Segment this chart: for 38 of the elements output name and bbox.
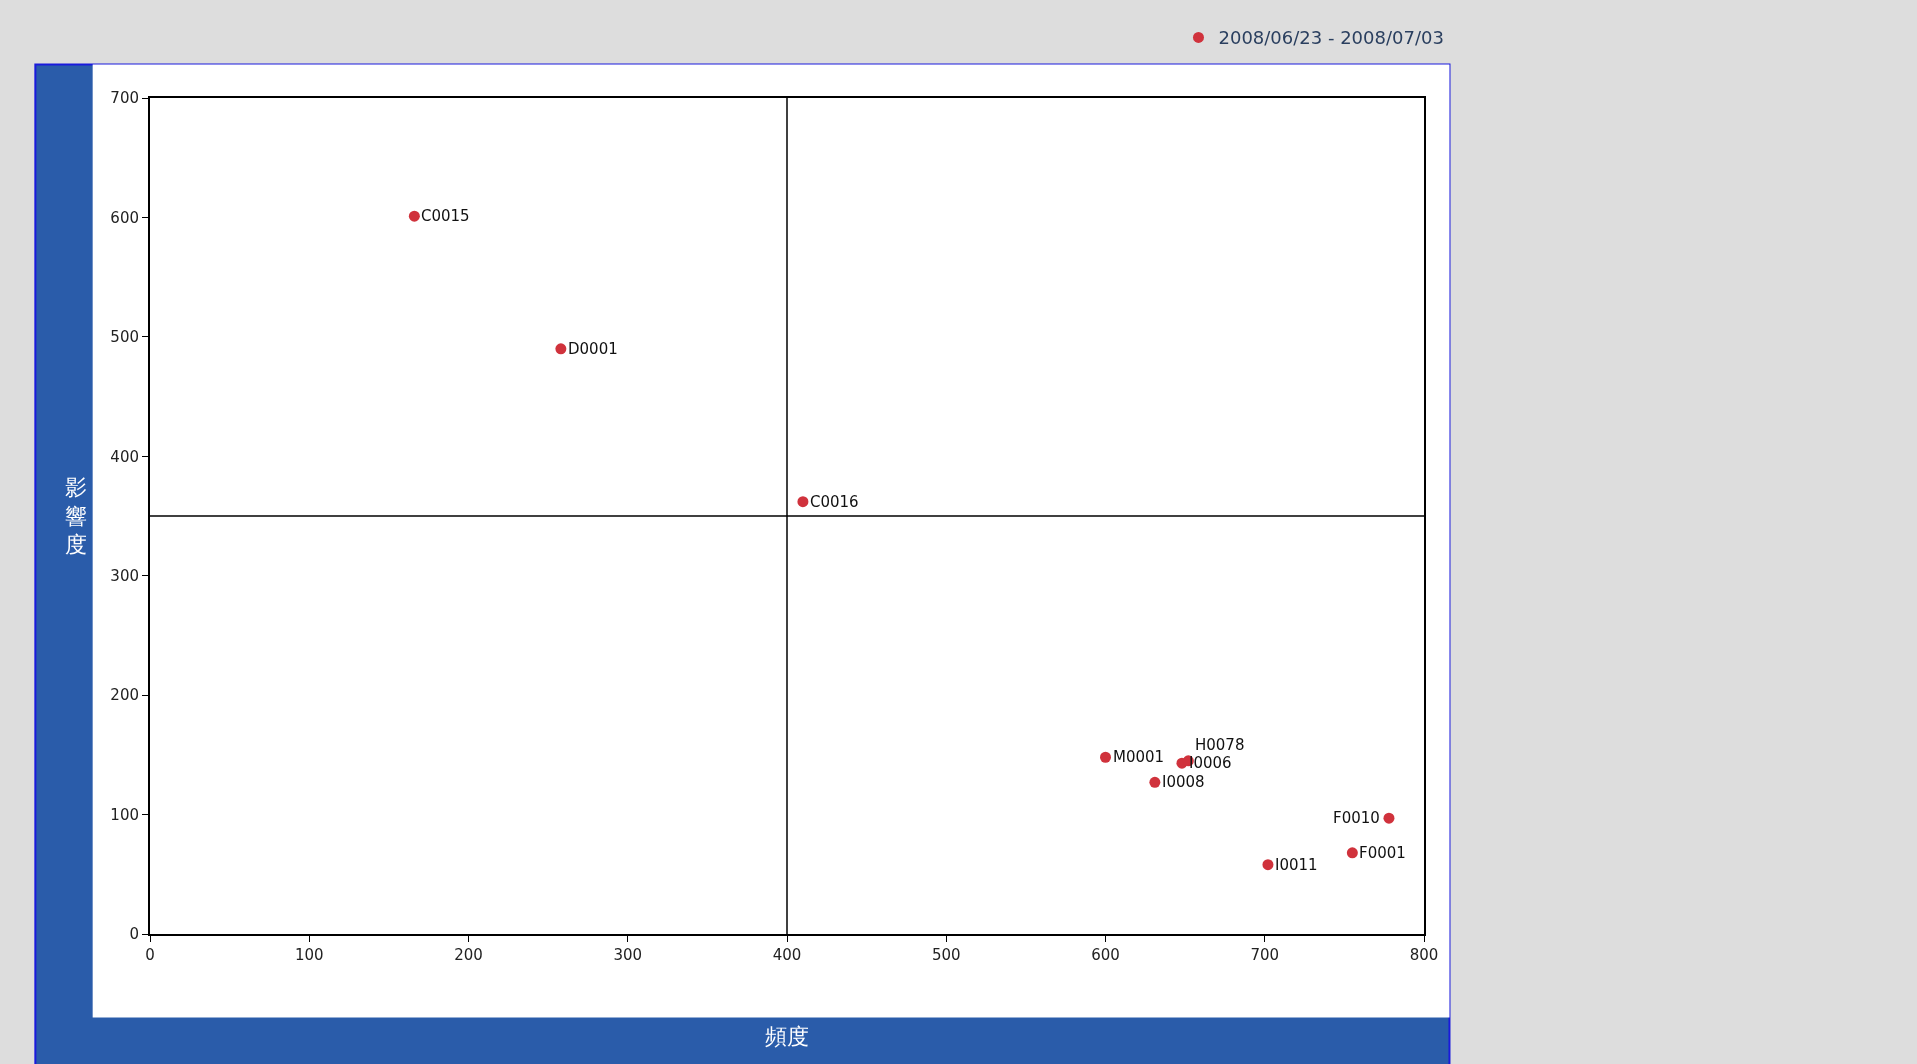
y-tick-label: 400 [110, 447, 139, 466]
x-tick-label: 100 [294, 946, 324, 964]
y-tick-label: 100 [110, 805, 139, 824]
x-tick-label: 400 [772, 946, 802, 964]
point [1262, 859, 1274, 871]
x-tick-label: 200 [454, 946, 483, 964]
x-tick-label: 300 [613, 946, 643, 964]
annotation: M0001 [1113, 748, 1165, 766]
annotation: I0006 [1189, 754, 1232, 772]
annotation: I0011 [1275, 856, 1318, 874]
annotation: C0015 [421, 207, 470, 225]
x-tick-label: 0 [145, 946, 155, 964]
annotation: I0008 [1162, 773, 1205, 791]
annotation: F0001 [1359, 844, 1406, 862]
x-axis-title: 頻度 [765, 1024, 809, 1049]
point [1100, 751, 1111, 763]
y-tick-label: 300 [110, 566, 139, 585]
annotation: F0010 [1333, 809, 1380, 827]
y-axis-title: 影響度 [65, 475, 87, 558]
point [1149, 776, 1161, 788]
y-tick-label: 700 [110, 89, 139, 108]
point [408, 210, 420, 222]
x-tick-label: 500 [931, 946, 961, 964]
x-tick-label: 700 [1250, 946, 1280, 964]
point [1346, 847, 1358, 859]
legend-label: 2008/06/23 - 2008/07/03 [1218, 27, 1444, 49]
annotation: D0001 [568, 340, 618, 358]
x-tick-label: 600 [1091, 946, 1120, 964]
y-tick-label: 200 [110, 686, 139, 705]
point [1383, 812, 1395, 824]
x-tick-label: 800 [1409, 946, 1439, 964]
point [797, 496, 809, 508]
y-tick-label: 500 [110, 328, 139, 347]
y-tick-label: 0 [129, 925, 139, 944]
annotation: H0078 [1195, 736, 1245, 754]
y-tick-label: 600 [110, 208, 139, 227]
annotation: C0016 [810, 493, 859, 511]
point [555, 343, 567, 355]
